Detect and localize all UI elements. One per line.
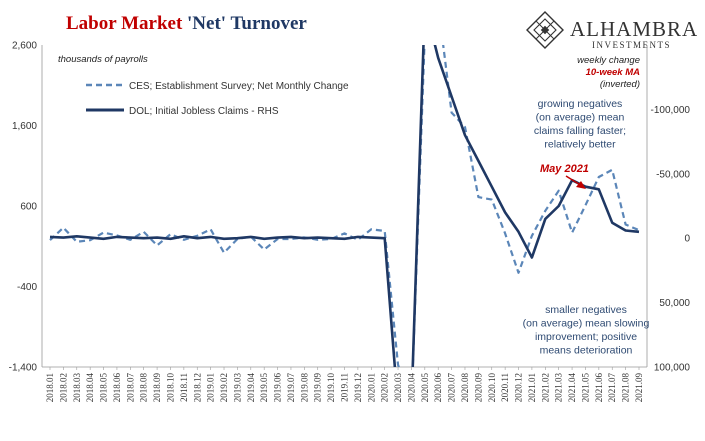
x-tick-label: 2020.03 <box>393 373 403 403</box>
x-tick-label: 2021.02 <box>540 373 550 402</box>
x-tick-label: 2020.05 <box>420 373 430 403</box>
chart-title-part2: 'Net' Turnover <box>187 13 307 34</box>
x-tick-label: 2019.01 <box>206 373 216 402</box>
left-tick-label: 2,600 <box>12 41 37 52</box>
x-tick-label: 2021.04 <box>567 373 577 403</box>
x-tick-label: 2021.07 <box>607 373 617 403</box>
x-tick-label: 2019.11 <box>340 373 350 402</box>
right-tick-label: -50,000 <box>656 169 690 180</box>
x-tick-label: 2019.09 <box>313 373 323 403</box>
bottom-note-line: smaller negatives <box>545 304 627 316</box>
x-tick-label: 2020.12 <box>514 373 524 402</box>
legend: CES; Establishment Survey; Net Monthly C… <box>86 81 349 117</box>
x-tick-label: 2019.12 <box>353 373 363 402</box>
right-axis-ticks: -100,000 -50,000 0 50,000 100,000 <box>651 105 691 374</box>
left-tick-label: -1,400 <box>9 363 38 374</box>
x-tick-label: 2020.01 <box>366 373 376 402</box>
x-tick-label: 2018.12 <box>192 373 202 402</box>
x-tick-label: 2018.04 <box>85 373 95 403</box>
x-tick-label: 2021.05 <box>580 373 590 403</box>
top-note-line: claims falling faster; <box>534 125 626 137</box>
x-tick-label: 2020.02 <box>380 373 390 402</box>
top-note-line: growing negatives <box>538 98 623 110</box>
rhs-header-line3: (inverted) <box>600 79 640 90</box>
series-layer <box>49 45 640 367</box>
top-note-line: relatively better <box>544 139 616 151</box>
x-tick-label: 2020.08 <box>460 373 470 403</box>
series-line-dol <box>49 45 640 367</box>
series-line-ces <box>49 45 640 367</box>
x-tick-label: 2021.09 <box>634 373 644 403</box>
x-tick-label: 2019.08 <box>299 373 309 403</box>
x-tick-label: 2020.07 <box>447 373 457 403</box>
x-tick-label: 2019.02 <box>219 373 229 402</box>
bottom-note-line: (on average) mean slowing <box>523 318 650 330</box>
bottom-note-line: improvement; positive <box>535 331 637 343</box>
chart-title: Labor Market 'Net' Turnover <box>66 13 307 34</box>
x-tick-label: 2020.11 <box>500 373 510 402</box>
right-tick-label: 100,000 <box>654 363 691 374</box>
x-tick-label: 2018.05 <box>99 373 109 403</box>
x-tick-label: 2018.06 <box>112 373 122 403</box>
left-tick-label: 1,600 <box>12 121 37 132</box>
x-tick-label: 2021.06 <box>594 373 604 403</box>
right-tick-label: 0 <box>684 234 690 245</box>
x-tick-label: 2018.02 <box>58 373 68 402</box>
x-tick-label: 2018.01 <box>45 373 55 402</box>
unit-label: thousands of payrolls <box>58 54 148 65</box>
x-tick-label: 2021.08 <box>621 373 631 403</box>
rhs-header-line1: weekly change <box>577 55 640 66</box>
diamond-lattice-icon <box>526 11 564 49</box>
bottom-annotation: smaller negatives (on average) mean slowi… <box>523 304 650 357</box>
right-tick-label: -100,000 <box>651 105 691 116</box>
bottom-note-line: means deterioration <box>540 345 633 357</box>
x-tick-label: 2020.06 <box>433 373 443 403</box>
callout-arrow-icon <box>565 175 586 189</box>
rhs-header-line2: 10-week MA <box>586 67 641 78</box>
x-tick-label: 2019.07 <box>286 373 296 403</box>
top-annotation: growing negatives (on average) meanclaims… <box>534 98 626 151</box>
x-tick-label: 2020.10 <box>487 373 497 403</box>
x-tick-label: 2018.03 <box>72 373 82 403</box>
x-tick-label: 2019.10 <box>326 373 336 403</box>
logo-sub: INVESTMENTS <box>592 40 671 50</box>
callout-may-2021: May 2021 <box>540 163 589 175</box>
left-tick-label: -400 <box>17 282 37 293</box>
right-tick-label: 50,000 <box>659 298 690 309</box>
x-tick-label: 2020.09 <box>473 373 483 403</box>
x-tick-label: 2018.09 <box>152 373 162 403</box>
x-tick-label: 2021.03 <box>554 373 564 403</box>
x-axis-ticks: 2018.01 2018.02 2018.03 2018.04 2018.05 2018.… <box>45 367 644 402</box>
x-tick-label: 2020.04 <box>406 373 416 403</box>
x-tick-label: 2019.05 <box>259 373 269 403</box>
x-tick-label: 2019.06 <box>273 373 283 403</box>
x-tick-label: 2018.08 <box>139 373 149 403</box>
top-note-line: (on average) mean <box>536 112 625 124</box>
left-axis-ticks: 2,600 1,600 600 -400 -1,400 <box>9 41 38 374</box>
x-tick-label: 2018.07 <box>125 373 135 403</box>
x-tick-label: 2018.10 <box>165 373 175 403</box>
x-tick-label: 2019.03 <box>232 373 242 403</box>
legend-label-dol: DOL; Initial Jobless Claims - RHS <box>129 106 279 117</box>
x-tick-label: 2018.11 <box>179 373 189 402</box>
chart-title-part1: Labor Market <box>66 13 187 34</box>
x-tick-label: 2021.01 <box>527 373 537 402</box>
logo-name: ALHAMBRA <box>570 17 698 41</box>
legend-label-ces: CES; Establishment Survey; Net Monthly C… <box>129 81 349 92</box>
x-tick-label: 2019.04 <box>246 373 256 403</box>
left-tick-label: 600 <box>20 202 37 213</box>
